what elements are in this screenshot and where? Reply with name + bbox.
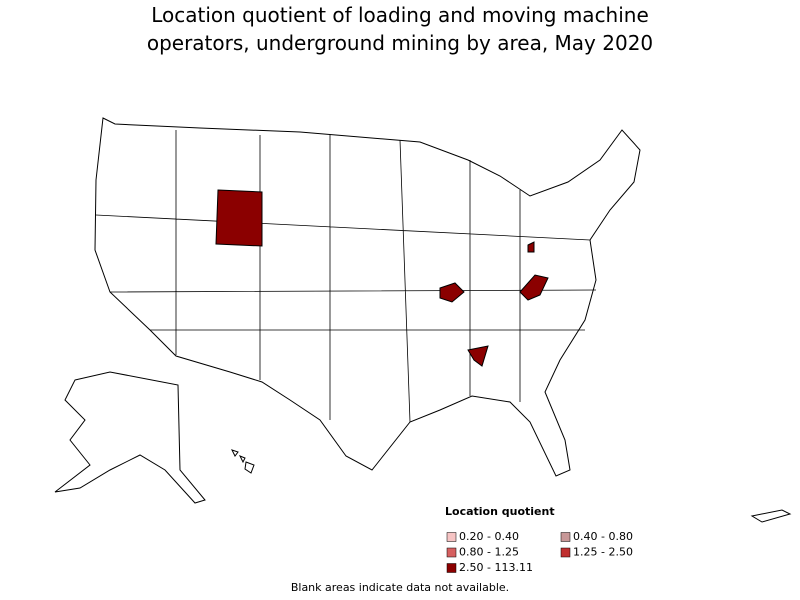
legend-swatch <box>446 532 457 542</box>
puerto-rico <box>750 509 792 523</box>
area-alabama <box>467 345 489 367</box>
area-wyoming <box>215 189 263 247</box>
alaska <box>54 371 206 504</box>
legend-label: 0.40 - 0.80 <box>573 530 633 543</box>
legend-title: Location quotient <box>445 505 555 518</box>
legend-swatch <box>560 532 571 542</box>
area-illinois <box>439 282 465 303</box>
map <box>54 117 792 523</box>
area-pennsylvania <box>527 241 535 253</box>
hawaii <box>231 449 255 474</box>
high-lq-areas <box>215 189 549 367</box>
note: Blank areas indicate data not available. <box>291 581 509 594</box>
title-line: Location quotient of loading and moving … <box>151 3 649 27</box>
area-west-virginia <box>519 274 549 301</box>
legend-label: 0.20 - 0.40 <box>459 530 519 543</box>
states-grid <box>95 130 597 423</box>
legend: Location quotient 0.20 - 0.40 0.40 - 0.80… <box>445 505 633 574</box>
title-line: operators, underground mining by area, M… <box>147 31 653 55</box>
legend-label: 2.50 - 113.11 <box>459 561 533 574</box>
legend-swatch <box>446 563 457 573</box>
legend-label: 0.80 - 1.25 <box>459 546 519 559</box>
legend-swatch <box>560 547 571 558</box>
legend-swatch <box>446 547 457 558</box>
legend-label: 1.25 - 2.50 <box>573 546 633 559</box>
